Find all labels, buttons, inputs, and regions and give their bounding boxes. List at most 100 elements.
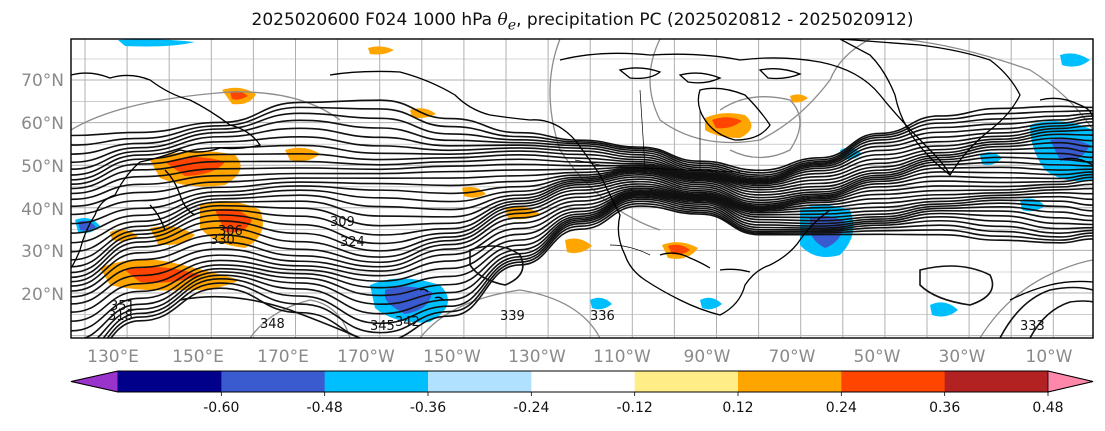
precip-positive-area (712, 117, 742, 129)
contour-label: 339 (500, 309, 525, 324)
colorbar (70, 370, 1094, 393)
colorbar-segment (634, 371, 739, 392)
theta-e-contour-line (71, 189, 1093, 292)
colorbar-tick-label: -0.36 (410, 400, 446, 416)
theta-e-contour-line (71, 161, 1093, 234)
coastline-alaska (329, 70, 831, 316)
longitude-labels: 130°E 150°E 170°E 170°W 150°W 130°W 110°W 90°W 7… (87, 347, 1073, 367)
longitude-label: 130°E (87, 347, 139, 367)
coastline-caribbean (659, 252, 751, 273)
theta-e-contour-line (106, 202, 1093, 338)
contour-label: 330 (210, 233, 235, 248)
theta-e-contour-line (71, 192, 1093, 313)
precip-positive-area (565, 238, 592, 254)
coastline-japan (149, 169, 196, 231)
precip-negative-area (1050, 138, 1090, 161)
colorbar-tick-labels: -0.60 -0.48 -0.36 -0.24 -0.12 0.12 0.24 0.36 0.4… (203, 392, 1064, 416)
border-us-mexico (609, 244, 651, 256)
theta-e-contour-line (71, 141, 1093, 201)
latitude-label: 20°N (21, 285, 64, 305)
colorbar-segment (738, 371, 842, 392)
theta-e-contour-line (102, 200, 1093, 338)
map-frame (70, 38, 1094, 339)
gray-contour-line (979, 259, 1093, 338)
longitude-label: 10°W (1026, 347, 1073, 367)
latitude-label: 50°N (21, 157, 64, 177)
coastline-canada-arctic (559, 52, 951, 176)
border-canada-internal (639, 89, 701, 170)
contour-label: 351 (110, 299, 135, 314)
latitude-label: 60°N (21, 114, 64, 134)
longitude-label: 110°W (593, 347, 651, 367)
title-theta-symbol: θ (497, 10, 508, 30)
gray-contour-line (419, 289, 601, 338)
theta-e-contour-line (71, 166, 1093, 244)
colorbar-tick-label: 0.36 (929, 400, 960, 416)
colorbar-segment (841, 371, 946, 392)
theta-e-contour-line (71, 171, 1093, 253)
coastline-north-africa (1009, 280, 1093, 301)
theta-e-contour-line (999, 286, 1093, 338)
precip-negative-area (700, 297, 722, 310)
theta-e-contour-line (109, 205, 1093, 338)
longitude-label: 150°W (423, 347, 481, 367)
gray-contour-line (649, 39, 871, 144)
precip-positive-area (230, 91, 248, 100)
longitude-label: 170°E (257, 347, 309, 367)
theta-e-contour-line (71, 173, 1093, 261)
coastlines (71, 39, 1093, 316)
latitude-label: 30°N (21, 242, 64, 262)
theta-e-contour-line (71, 133, 1093, 190)
colorbar-segment (944, 371, 1049, 392)
title-suffix: , precipitation PC (2025020812 - 2025020… (516, 10, 914, 30)
theta-e-contour-line (71, 112, 1093, 176)
colorbar-extension-low (70, 370, 119, 393)
colorbar-segment (221, 371, 326, 392)
theta-e-contour-line (71, 190, 1093, 298)
coastline-europe (1039, 97, 1093, 166)
latitude-labels: 70°N 60°N 50°N 40°N 30°N 20°N (21, 71, 64, 305)
colorbar-tick-label: -0.48 (307, 400, 343, 416)
contour-label: 306 (218, 224, 243, 239)
theta-e-contour-line (919, 265, 994, 306)
contour-label: 309 (330, 215, 355, 230)
precip-negative-area (930, 302, 958, 317)
precip-positive-area (368, 46, 394, 55)
theta-e-contour-line (71, 152, 1093, 216)
longitude-label: 50°W (854, 347, 901, 367)
colorbar-outline (70, 370, 1094, 393)
precip-negative-area (1060, 53, 1090, 67)
theta-e-contour-line (71, 176, 1093, 268)
theta-e-contour-line (71, 147, 1093, 208)
coastline-hudson (697, 87, 771, 141)
contour-label: 318 (108, 309, 133, 324)
theta-e-contour-line (1029, 300, 1093, 338)
precip-negative-area (118, 39, 195, 47)
theta-e-contour-line (71, 179, 1093, 274)
theta-e-contour-line (71, 129, 1093, 186)
theta-e-contour-line (179, 295, 361, 338)
colorbar-tick-label: 0.48 (1032, 400, 1063, 416)
precip-positive-area (790, 94, 808, 103)
longitude-label: 150°E (172, 347, 224, 367)
colorbar-segment (324, 371, 429, 392)
gray-contour-line (71, 91, 341, 131)
title-prefix: 2025020600 F024 1000 hPa (251, 10, 498, 30)
map-title: 2025020600 F024 1000 hPa θe, precipitati… (0, 10, 1105, 33)
longitude-label: 30°W (939, 347, 986, 367)
longitude-label: 90°W (684, 347, 731, 367)
colorbar-segment (118, 371, 222, 392)
theta-e-contour-line (71, 121, 1093, 181)
border-us-canada (574, 159, 741, 173)
contour-label: 336 (590, 309, 615, 324)
colorbar-tick-label: -0.24 (513, 400, 549, 416)
theta-e-contour-line (71, 99, 1093, 172)
colorbar-segment (531, 371, 636, 392)
theta-e-contour-line (96, 198, 1093, 338)
theta-e-contour-line (71, 195, 1093, 332)
title-theta-subscript: e (507, 17, 517, 34)
longitude-label: 170°W (337, 347, 395, 367)
precip-negative-area (590, 297, 612, 310)
